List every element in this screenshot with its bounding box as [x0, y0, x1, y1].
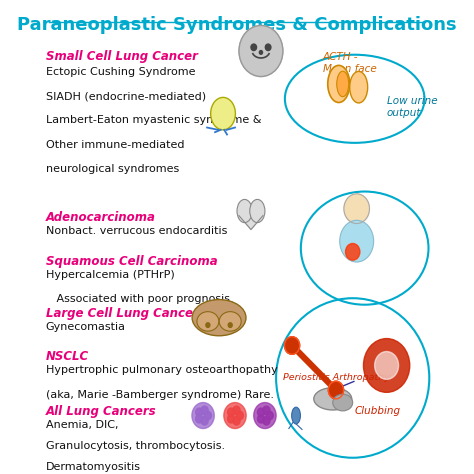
Text: Low urine
output: Low urine output	[387, 97, 437, 118]
Circle shape	[236, 411, 243, 419]
Circle shape	[228, 408, 235, 417]
Circle shape	[206, 323, 210, 328]
Circle shape	[192, 402, 214, 428]
Text: Adenocarcinoma: Adenocarcinoma	[46, 211, 155, 224]
Text: Anemia, DIC,: Anemia, DIC,	[46, 420, 118, 430]
Circle shape	[374, 352, 399, 379]
Text: Hypercalcemia (PTHrP): Hypercalcemia (PTHrP)	[46, 270, 174, 281]
Circle shape	[257, 415, 264, 423]
Circle shape	[251, 44, 256, 51]
Text: Large Cell Lung Cancer: Large Cell Lung Cancer	[46, 308, 198, 320]
Text: Periostitis Arthropathy: Periostitis Arthropathy	[283, 374, 390, 383]
Text: ACTH -
Moon face: ACTH - Moon face	[323, 53, 376, 74]
Ellipse shape	[333, 394, 353, 411]
Text: Squamous Cell Carcinoma: Squamous Cell Carcinoma	[46, 255, 217, 268]
Text: (aka, Marie -Bamberger syndrome) Rare.: (aka, Marie -Bamberger syndrome) Rare.	[46, 390, 273, 400]
Ellipse shape	[337, 71, 349, 97]
Text: Nonbact. verrucous endocarditis: Nonbact. verrucous endocarditis	[46, 226, 227, 237]
Circle shape	[201, 406, 208, 414]
Polygon shape	[239, 216, 263, 229]
Circle shape	[196, 415, 203, 423]
Circle shape	[265, 44, 271, 51]
Text: Granulocytosis, thrombocytosis.: Granulocytosis, thrombocytosis.	[46, 441, 225, 451]
Text: NSCLC: NSCLC	[46, 350, 89, 363]
Text: neurological syndromes: neurological syndromes	[46, 164, 179, 173]
Circle shape	[228, 415, 235, 423]
Ellipse shape	[328, 65, 350, 102]
Ellipse shape	[340, 220, 374, 262]
Circle shape	[239, 26, 283, 76]
Circle shape	[233, 406, 240, 414]
Circle shape	[328, 381, 344, 399]
Text: Ectopic Cushing Syndrome: Ectopic Cushing Syndrome	[46, 67, 195, 77]
Text: Gynecomastia: Gynecomastia	[46, 322, 126, 332]
Text: Hypertrophic pulmonary osteoarthopathy: Hypertrophic pulmonary osteoarthopathy	[46, 365, 277, 375]
Circle shape	[266, 411, 273, 419]
Ellipse shape	[350, 72, 368, 103]
Circle shape	[259, 51, 263, 54]
Circle shape	[224, 402, 246, 428]
Circle shape	[263, 417, 270, 425]
Circle shape	[346, 244, 360, 260]
Text: Associated with poor prognosis.: Associated with poor prognosis.	[46, 294, 233, 304]
Ellipse shape	[219, 312, 241, 331]
Circle shape	[201, 417, 208, 425]
Circle shape	[344, 194, 369, 224]
Ellipse shape	[314, 388, 352, 410]
Ellipse shape	[210, 97, 236, 130]
Circle shape	[228, 323, 232, 328]
Circle shape	[254, 402, 276, 428]
Text: Other immune-mediated: Other immune-mediated	[46, 140, 184, 150]
Text: Lambert-Eaton myastenic syndrome &: Lambert-Eaton myastenic syndrome &	[46, 116, 261, 126]
Text: All Lung Cancers: All Lung Cancers	[46, 405, 156, 418]
Circle shape	[284, 337, 300, 355]
Circle shape	[364, 338, 410, 392]
Text: Paraneoplastic Syndromes & Complications: Paraneoplastic Syndromes & Complications	[17, 16, 457, 34]
Circle shape	[233, 417, 240, 425]
Ellipse shape	[192, 300, 246, 336]
Text: Clubbing: Clubbing	[355, 406, 401, 416]
Ellipse shape	[197, 312, 219, 331]
Text: SIADH (endocrine-mediated): SIADH (endocrine-mediated)	[46, 91, 206, 101]
Ellipse shape	[237, 200, 252, 223]
Circle shape	[204, 411, 211, 419]
Text: Small Cell Lung Cancer: Small Cell Lung Cancer	[46, 50, 197, 63]
Ellipse shape	[292, 407, 301, 424]
Ellipse shape	[250, 200, 265, 223]
Circle shape	[257, 408, 264, 417]
Text: Dermatomyositis: Dermatomyositis	[46, 462, 140, 472]
Circle shape	[263, 406, 270, 414]
Circle shape	[196, 408, 203, 417]
